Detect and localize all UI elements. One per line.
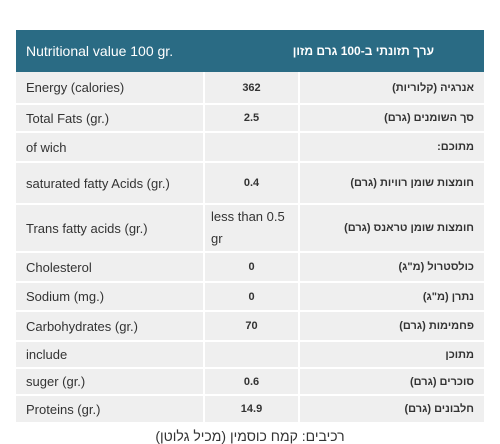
table-row: Trans fatty acids (gr.) less than 0.5 gr ח… [16,205,484,253]
value: less than 0.5 gr [205,205,298,251]
table-row: of wich מתוכם: [16,133,484,163]
table-row: include מתוכן [16,342,484,369]
value: 2.5 [205,105,298,131]
value: 14.9 [205,396,298,422]
english-label: suger (gr.) [16,369,203,394]
hebrew-label: כולסטרול (מ"ג) [300,253,484,281]
english-label: Proteins (gr.) [16,396,203,422]
value: 0.4 [205,163,298,203]
hebrew-label: סוכרים (גרם) [300,369,484,394]
hebrew-label: נתרן (מ"ג) [300,283,484,310]
english-label: Carbohydrates (gr.) [16,312,203,340]
hebrew-label: חלבונים (גרם) [300,396,484,422]
hebrew-label: חומצות שומן רוויות (גרם) [300,163,484,203]
hebrew-label: סך השומנים (גרם) [300,105,484,131]
header-english: Nutritional value 100 gr. [26,43,174,59]
hebrew-label: חומצות שומן טראנס (גרם) [300,205,484,251]
value: 0 [205,283,298,310]
ingredients: רכיבים: קמח כוסמין (מכיל גלוטן) [155,428,345,444]
header-hebrew: ערך תזונתי ב-100 גרם מזון [292,44,434,58]
english-label: Total Fats (gr.) [16,105,203,131]
value [205,133,298,161]
table-row: suger (gr.) 0.6 סוכרים (גרם) [16,369,484,396]
value: 0.6 [205,369,298,394]
english-label: Energy (calories) [16,72,203,103]
value: 0 [205,253,298,281]
hebrew-label: אנרגיה (קלוריות) [300,72,484,103]
value [205,342,298,367]
value: 362 [205,72,298,103]
table-row: Cholesterol 0 כולסטרול (מ"ג) [16,253,484,283]
value: 70 [205,312,298,340]
english-label: Sodium (mg.) [16,283,203,310]
table-row: Proteins (gr.) 14.9 חלבונים (גרם) [16,396,484,424]
hebrew-label: פחמימות (גרם) [300,312,484,340]
english-label: of wich [16,133,203,161]
english-label: Cholesterol [16,253,203,281]
english-label: include [16,342,203,367]
english-label: Trans fatty acids (gr.) [16,205,203,251]
table-row: Sodium (mg.) 0 נתרן (מ"ג) [16,283,484,312]
table-row: Energy (calories) 362 אנרגיה (קלוריות) [16,72,484,105]
table-header: Nutritional value 100 gr. ערך תזונתי ב-1… [16,30,484,72]
english-label: saturated fatty Acids (gr.) [16,163,203,203]
table-row: Carbohydrates (gr.) 70 פחמימות (גרם) [16,312,484,342]
hebrew-label: מתוכן [300,342,484,367]
hebrew-label: מתוכם: [300,133,484,161]
table-row: saturated fatty Acids (gr.) 0.4 חומצות שומ… [16,163,484,205]
table-row: Total Fats (gr.) 2.5 סך השומנים (גרם) [16,105,484,133]
